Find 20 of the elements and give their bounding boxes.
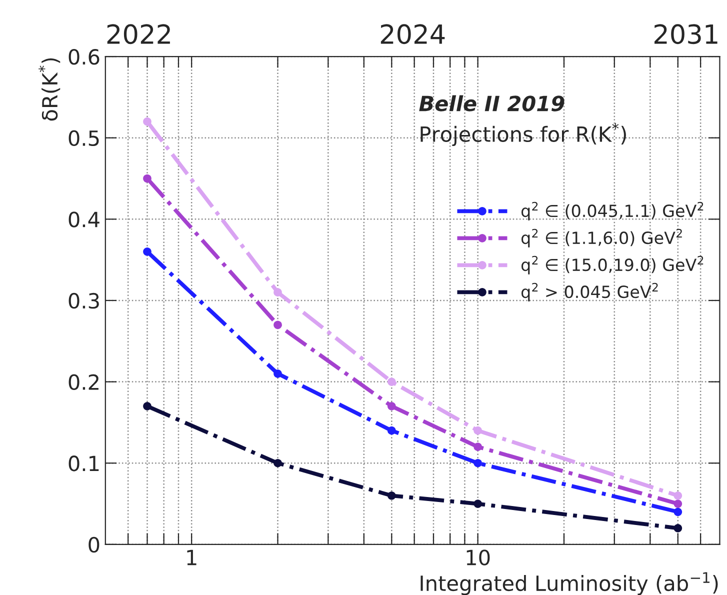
text: 2031 [654,24,718,44]
y-tick-label: 0.4 [68,212,100,228]
legend-label: q$^{2}$ ∈ (1.1,6.0) GeV$^{2}$ [521,228,682,248]
text: 2022 [107,24,170,44]
y-axis-title: δR(K$^{*}$) [38,58,60,121]
legend-label: q$^{2}$ ∈ (15.0,19.0) GeV$^{2}$ [521,256,704,274]
y-tick-label: 0.5 [68,130,99,146]
y-tick-label: 0.3 [68,292,99,309]
legend-label: q$^{2}$ ∈ (0.045,1.1) GeV$^{2}$ [521,202,704,220]
x-tick-label: 1 [187,550,196,566]
y-tick-label: 0.6 [68,48,100,65]
y-tick-label: 0.1 [68,456,99,472]
y-tick-label: 0.2 [68,374,98,390]
legend-label: q$^{2}$ > 0.045 GeV$^{2}$ [521,282,658,302]
text: 2024 [380,24,445,44]
annotation: Projections for R(K$^{*}$) [420,122,626,146]
annotation: Belle II 2019 [419,95,564,112]
x-tick-label: 10 [466,550,490,566]
y-tick-label: 0 [88,536,100,553]
x-axis-title: Integrated Luminosity (ab$^{−1}$) [420,572,718,595]
